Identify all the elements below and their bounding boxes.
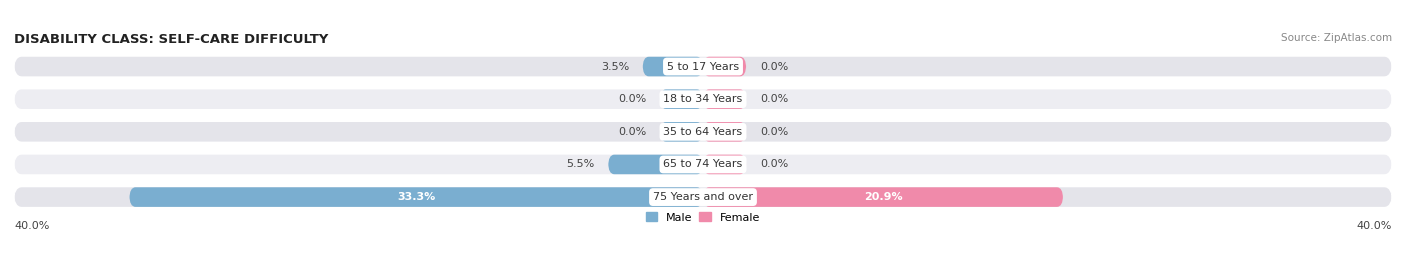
FancyBboxPatch shape (14, 122, 1392, 141)
FancyBboxPatch shape (703, 187, 1063, 207)
FancyBboxPatch shape (703, 122, 747, 141)
FancyBboxPatch shape (643, 57, 703, 76)
FancyBboxPatch shape (703, 57, 747, 76)
Text: 0.0%: 0.0% (617, 127, 647, 137)
Text: 40.0%: 40.0% (1357, 221, 1392, 231)
FancyBboxPatch shape (609, 155, 703, 174)
FancyBboxPatch shape (14, 89, 1392, 109)
Text: 0.0%: 0.0% (617, 94, 647, 104)
Text: 20.9%: 20.9% (863, 192, 903, 202)
Text: 40.0%: 40.0% (14, 221, 49, 231)
Legend: Male, Female: Male, Female (647, 212, 759, 222)
Text: 65 to 74 Years: 65 to 74 Years (664, 160, 742, 169)
FancyBboxPatch shape (14, 57, 1392, 76)
FancyBboxPatch shape (703, 89, 747, 109)
Text: 5 to 17 Years: 5 to 17 Years (666, 62, 740, 72)
Text: 3.5%: 3.5% (600, 62, 628, 72)
FancyBboxPatch shape (14, 187, 1392, 207)
Text: Source: ZipAtlas.com: Source: ZipAtlas.com (1281, 33, 1392, 43)
Text: 35 to 64 Years: 35 to 64 Years (664, 127, 742, 137)
Text: 75 Years and over: 75 Years and over (652, 192, 754, 202)
Text: 0.0%: 0.0% (759, 160, 789, 169)
FancyBboxPatch shape (129, 187, 703, 207)
FancyBboxPatch shape (14, 155, 1392, 174)
Text: 0.0%: 0.0% (759, 127, 789, 137)
Text: DISABILITY CLASS: SELF-CARE DIFFICULTY: DISABILITY CLASS: SELF-CARE DIFFICULTY (14, 33, 329, 46)
FancyBboxPatch shape (703, 155, 747, 174)
Text: 0.0%: 0.0% (759, 62, 789, 72)
FancyBboxPatch shape (659, 122, 703, 141)
Text: 5.5%: 5.5% (567, 160, 595, 169)
Text: 0.0%: 0.0% (759, 94, 789, 104)
FancyBboxPatch shape (659, 89, 703, 109)
Text: 18 to 34 Years: 18 to 34 Years (664, 94, 742, 104)
Text: 33.3%: 33.3% (396, 192, 436, 202)
